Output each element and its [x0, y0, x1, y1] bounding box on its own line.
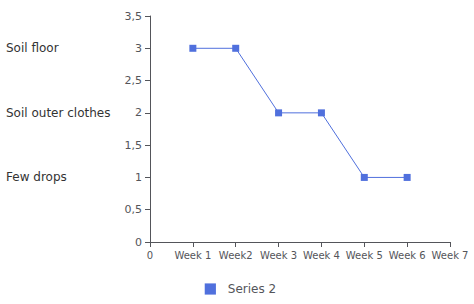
svg-text:Week 1: Week 1	[174, 250, 211, 261]
svg-text:2: 2	[135, 106, 142, 119]
svg-text:Soil floor: Soil floor	[6, 41, 59, 55]
svg-text:1: 1	[135, 171, 142, 184]
svg-text:Week 3: Week 3	[260, 250, 297, 261]
svg-text:2,5: 2,5	[125, 74, 143, 87]
svg-text:Few drops: Few drops	[6, 170, 67, 184]
svg-text:Week 4: Week 4	[303, 250, 340, 261]
svg-text:Week 7: Week 7	[432, 250, 469, 261]
svg-text:Series 2: Series 2	[228, 282, 276, 296]
svg-text:0: 0	[147, 250, 153, 261]
svg-text:1,5: 1,5	[125, 139, 143, 152]
svg-text:Week 6: Week 6	[389, 250, 426, 261]
svg-text:Week 5: Week 5	[346, 250, 383, 261]
svg-text:Week2: Week2	[219, 250, 253, 261]
svg-text:3,5: 3,5	[125, 10, 143, 23]
svg-text:0: 0	[135, 236, 142, 249]
svg-text:0,5: 0,5	[125, 203, 143, 216]
svg-text:3: 3	[135, 42, 142, 55]
svg-text:Soil outer clothes: Soil outer clothes	[6, 106, 110, 120]
